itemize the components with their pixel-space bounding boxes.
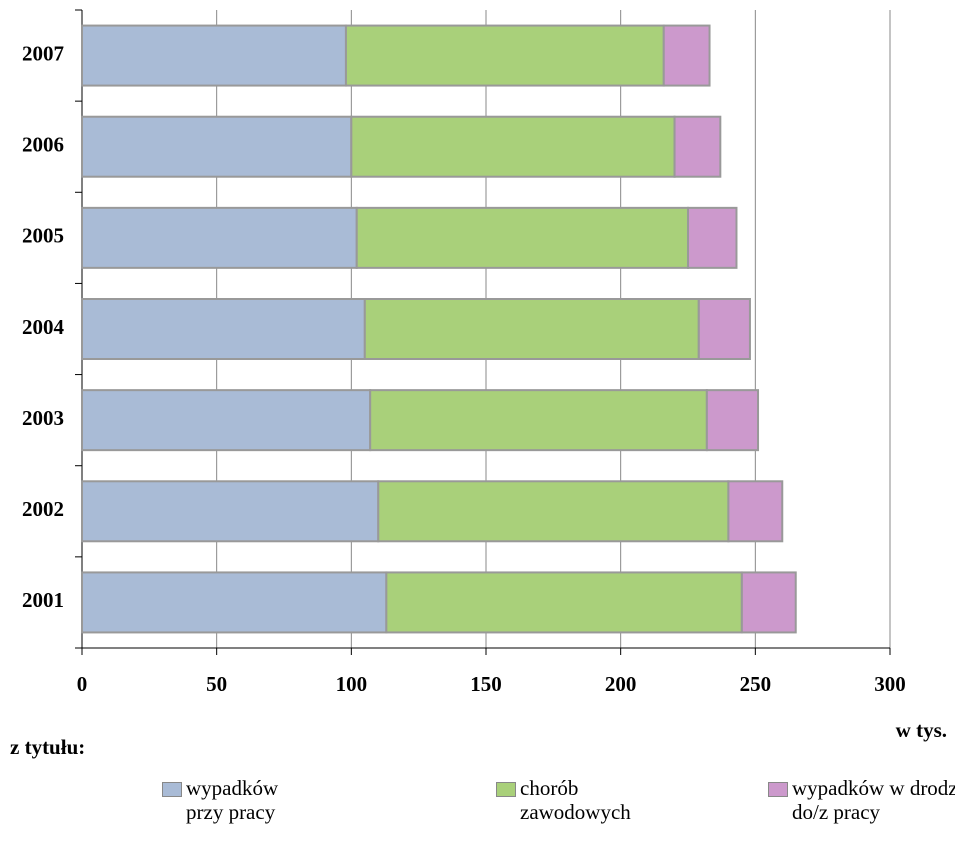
bar-segment (350, 115, 676, 178)
bar-segment (727, 480, 784, 543)
bar-segment (81, 389, 372, 452)
bar-segment (81, 571, 388, 634)
y-tick-label: 2005 (22, 224, 64, 248)
bar-segment (385, 571, 743, 634)
bar-segment (687, 206, 738, 269)
x-tick-label: 200 (605, 672, 637, 696)
bar-segment (81, 115, 353, 178)
bar-segment (344, 24, 665, 87)
y-tick-label: 2006 (22, 133, 64, 157)
bar-segment (363, 298, 700, 360)
legend-label: wypadków w drodze do/z pracy (792, 776, 955, 824)
x-tick-label: 250 (740, 672, 772, 696)
x-tick-label: 50 (206, 672, 227, 696)
bar-segment (81, 206, 358, 269)
bar-segment (705, 389, 760, 452)
bar-segment (369, 389, 708, 452)
chart: 0 50 100 150 200 250 300 2001 2002 2003 2004 2005 20… (22, 9, 906, 696)
bar-segment (673, 115, 722, 178)
y-tick-label: 2007 (22, 41, 64, 65)
bar-segment (740, 571, 797, 634)
x-axis-label: w tys. (895, 718, 947, 742)
bar-segment (355, 206, 689, 269)
y-tick-label: 2003 (22, 406, 64, 430)
bar-segment (81, 480, 380, 543)
bar-segment (697, 298, 751, 360)
x-tick-label: 300 (874, 672, 906, 696)
bar-segment (81, 24, 347, 87)
legend-swatch (768, 782, 788, 797)
y-tick-label: 2002 (22, 497, 64, 521)
x-tick-label: 0 (77, 672, 88, 696)
legend-title: z tytułu: (10, 735, 86, 759)
legend-swatch (496, 782, 516, 797)
x-tick-label: 150 (470, 672, 502, 696)
x-tick-label: 100 (336, 672, 368, 696)
legend-swatch (162, 782, 182, 797)
y-tick-label: 2001 (22, 588, 64, 612)
bar-segment (662, 24, 711, 87)
bar-segment (81, 298, 366, 360)
legend-label: chorób zawodowych (520, 776, 631, 824)
bar-segment (377, 480, 730, 543)
y-tick-label: 2004 (22, 315, 65, 339)
legend-label: wypadków przy pracy (186, 776, 279, 824)
